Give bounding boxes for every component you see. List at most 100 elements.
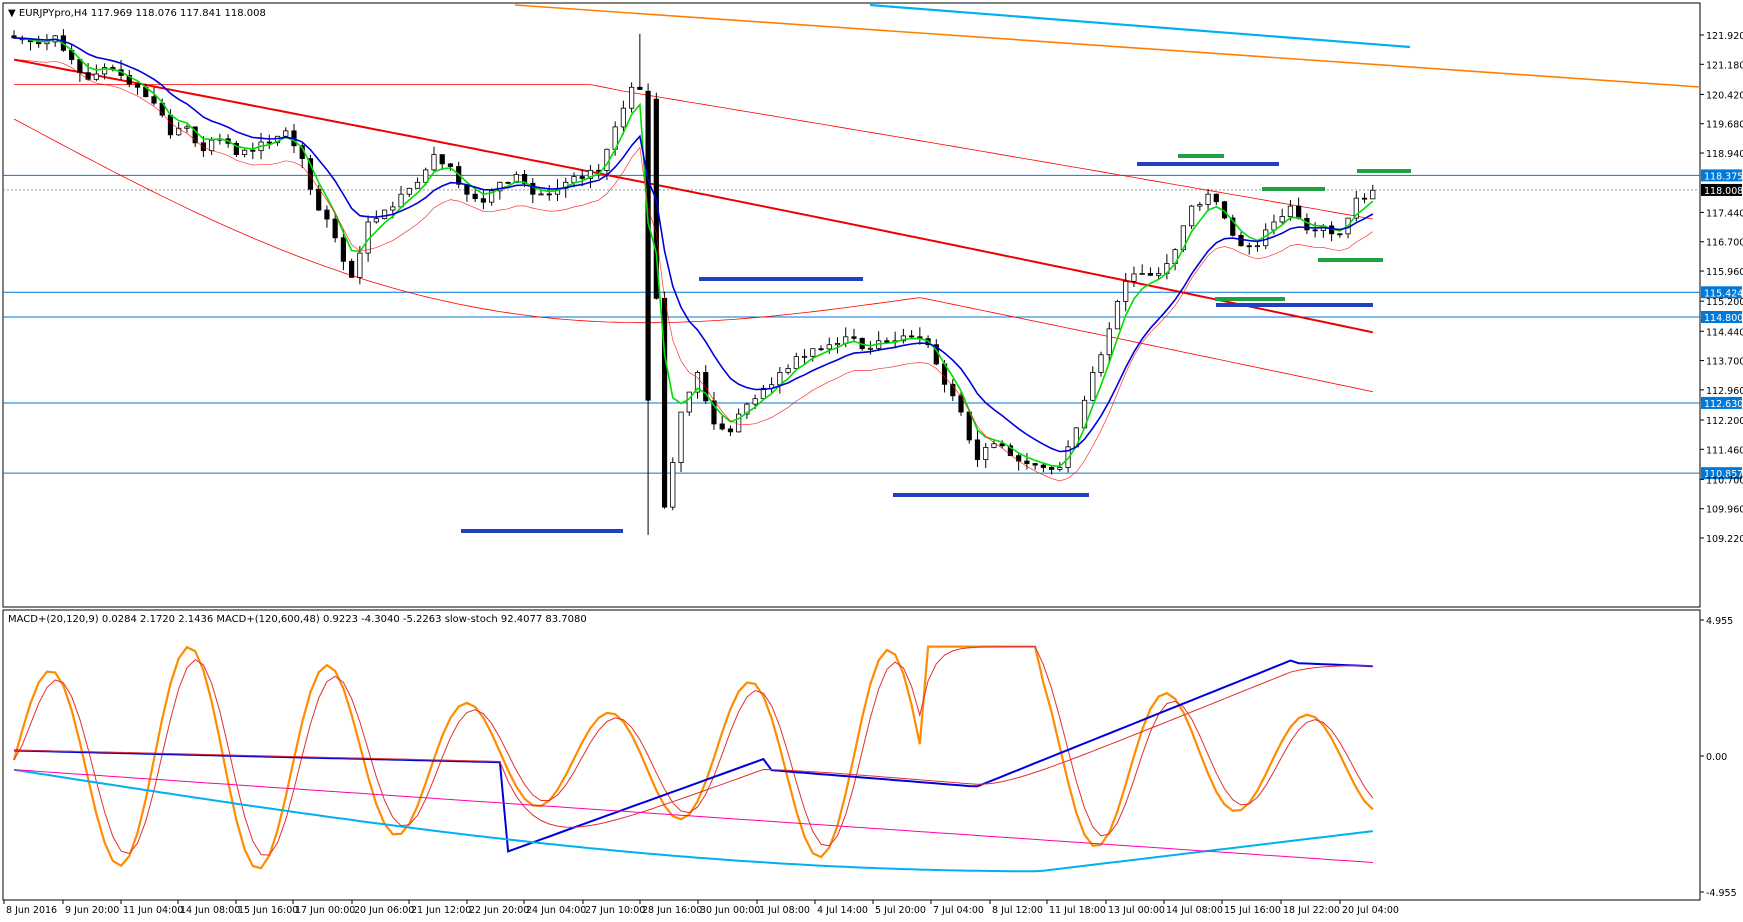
candle-63 bbox=[530, 177, 536, 204]
candle-102 bbox=[851, 328, 857, 343]
candle-body-99 bbox=[826, 344, 832, 350]
candle-body-88 bbox=[736, 413, 742, 433]
candle-body-135 bbox=[1123, 280, 1129, 302]
candle-49 bbox=[414, 177, 421, 189]
candle-body-39 bbox=[332, 218, 338, 239]
candle-body-57 bbox=[480, 198, 486, 203]
candle-0 bbox=[11, 30, 17, 40]
candle-body-75 bbox=[629, 86, 635, 109]
candle-body-68 bbox=[571, 176, 577, 183]
candle-134 bbox=[1114, 299, 1121, 330]
candle-body-145 bbox=[1205, 193, 1211, 205]
time-tick-6: 20 Jun 06:00 bbox=[354, 905, 414, 916]
candle-body-27 bbox=[233, 142, 239, 156]
candle-123 bbox=[1024, 452, 1030, 470]
candle-body-131 bbox=[1090, 372, 1096, 401]
candle-97 bbox=[810, 348, 816, 362]
candle-body-123 bbox=[1024, 460, 1030, 464]
candle-body-126 bbox=[1049, 467, 1055, 470]
time-tick-14: 4 Jul 14:00 bbox=[817, 905, 868, 916]
candle-96 bbox=[801, 349, 808, 366]
candle-137 bbox=[1139, 264, 1145, 275]
candle-154 bbox=[1279, 208, 1285, 225]
candle-body-63 bbox=[530, 182, 536, 195]
symbol-info: ▼ EURJPYpro,H4 117.969 118.076 117.841 1… bbox=[8, 8, 266, 19]
candle-83 bbox=[694, 370, 701, 399]
candle-body-58 bbox=[489, 190, 495, 203]
candle-body-37 bbox=[316, 188, 322, 211]
time-tick-23: 20 Jul 04:00 bbox=[1342, 905, 1399, 916]
candle-body-116 bbox=[966, 411, 972, 441]
time-tick-9: 24 Jun 04:00 bbox=[526, 905, 586, 916]
price-tick-14: 113.700 bbox=[1706, 357, 1743, 368]
candle-body-48 bbox=[406, 187, 412, 195]
time-tick-8: 22 Jun 20:00 bbox=[469, 905, 529, 916]
candle-body-62 bbox=[521, 174, 528, 184]
candle-body-94 bbox=[785, 368, 791, 373]
candle-69 bbox=[579, 169, 585, 187]
candle-39 bbox=[332, 213, 338, 243]
candle-body-81 bbox=[678, 411, 684, 463]
ma-cyan-line bbox=[869, 3, 1411, 49]
ind-tick-0: 4.955 bbox=[1706, 616, 1733, 627]
price-tick-6: 118.008 bbox=[1704, 186, 1743, 197]
candle-body-74 bbox=[620, 107, 626, 128]
candle-148 bbox=[1230, 214, 1236, 237]
price-label-box-16 bbox=[1701, 396, 1742, 409]
candle-body-83 bbox=[694, 372, 701, 393]
price-label-box-5 bbox=[1701, 169, 1742, 182]
price-tick-2: 120.420 bbox=[1706, 90, 1743, 101]
candle-body-87 bbox=[727, 428, 734, 433]
moving-averages bbox=[13, 37, 1374, 482]
candle-body-106 bbox=[884, 340, 890, 343]
candle-body-64 bbox=[538, 193, 544, 196]
candle-64 bbox=[538, 189, 544, 196]
candle-57 bbox=[480, 189, 486, 210]
candle-117 bbox=[974, 430, 981, 468]
candle-body-108 bbox=[900, 335, 906, 342]
candle-59 bbox=[497, 181, 503, 200]
macd-slow-main-line bbox=[13, 768, 1373, 873]
candle-40 bbox=[340, 229, 346, 271]
price-tick-17: 112.200 bbox=[1706, 416, 1743, 427]
candle-body-133 bbox=[1106, 328, 1112, 356]
candle-body-20 bbox=[176, 127, 182, 136]
candle-131 bbox=[1090, 366, 1096, 402]
candle-139 bbox=[1156, 267, 1162, 279]
time-tick-7: 21 Jun 12:00 bbox=[411, 905, 471, 916]
candle-27 bbox=[233, 140, 239, 157]
price-axis: 121.920 121.180 120.420 119.680 118.940 118.3… bbox=[1700, 31, 1743, 545]
candle-48 bbox=[406, 187, 412, 197]
time-tick-5: 17 Jun 00:00 bbox=[295, 905, 355, 916]
candle-body-97 bbox=[810, 348, 816, 357]
candle-28 bbox=[241, 148, 248, 158]
candle-body-56 bbox=[472, 193, 478, 200]
price-label-box-10 bbox=[1701, 286, 1742, 299]
time-tick-3: 14 Jun 08:00 bbox=[180, 905, 240, 916]
candle-body-132 bbox=[1098, 354, 1104, 373]
candle-body-86 bbox=[719, 423, 725, 430]
candle-body-165 bbox=[1370, 189, 1376, 200]
candle-body-80 bbox=[670, 462, 676, 508]
candle-60 bbox=[505, 181, 511, 185]
candle-body-127 bbox=[1057, 467, 1063, 470]
candle-body-69 bbox=[579, 176, 585, 179]
candle-94 bbox=[785, 364, 791, 375]
candle-82 bbox=[686, 391, 692, 416]
candle-115 bbox=[958, 389, 964, 416]
candle-body-70 bbox=[587, 169, 594, 179]
candle-body-161 bbox=[1337, 233, 1343, 236]
candle-10 bbox=[93, 64, 99, 82]
candle-body-17 bbox=[151, 96, 157, 104]
candle-body-53 bbox=[447, 163, 454, 167]
indicator-axis: 4.955 0.00 -4.955 bbox=[1700, 616, 1737, 899]
long-moving-averages bbox=[13, 3, 1701, 334]
candle-body-155 bbox=[1287, 205, 1294, 217]
indicator-lines bbox=[12, 645, 1374, 873]
time-tick-20: 14 Jul 08:00 bbox=[1166, 905, 1223, 916]
candle-body-114 bbox=[950, 383, 956, 397]
price-label-box-6 bbox=[1701, 183, 1742, 196]
candle-body-120 bbox=[999, 443, 1005, 447]
candle-41 bbox=[349, 258, 355, 278]
